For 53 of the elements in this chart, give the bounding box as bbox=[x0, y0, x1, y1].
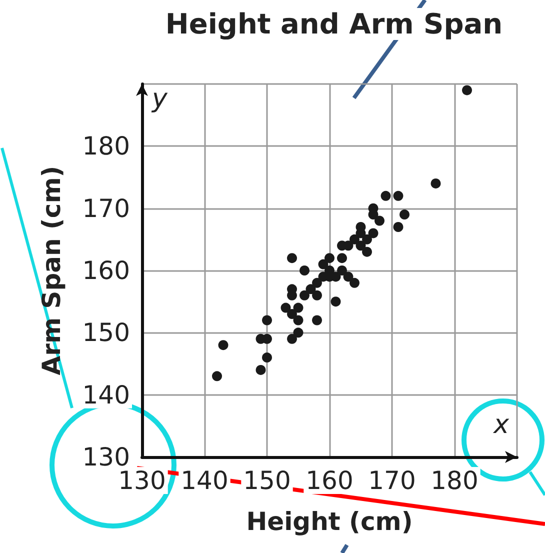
y-tick-label: 140 bbox=[82, 380, 130, 410]
y-axis-title: Arm Span (cm) bbox=[37, 166, 66, 376]
point bbox=[293, 315, 304, 326]
point bbox=[218, 340, 228, 350]
x-axis-title: Height (cm) bbox=[246, 507, 413, 536]
point bbox=[262, 315, 272, 326]
y-tick-label: 170 bbox=[82, 194, 130, 223]
x-tick-label: 170 bbox=[368, 466, 416, 495]
x-tick-label: 140 bbox=[180, 466, 228, 495]
point bbox=[300, 266, 310, 276]
point bbox=[312, 315, 322, 326]
point bbox=[343, 272, 354, 282]
point bbox=[374, 216, 384, 226]
point bbox=[287, 334, 297, 344]
point bbox=[337, 253, 347, 264]
point bbox=[256, 364, 266, 375]
point bbox=[287, 253, 297, 264]
point bbox=[212, 371, 222, 382]
x-tick-label: 130 bbox=[118, 466, 166, 495]
point bbox=[300, 290, 310, 300]
point bbox=[262, 334, 272, 344]
x-tick-label: 160 bbox=[306, 466, 354, 495]
point bbox=[362, 246, 372, 257]
point bbox=[312, 278, 322, 288]
point bbox=[462, 85, 472, 96]
point bbox=[293, 302, 304, 313]
point bbox=[362, 234, 372, 244]
point bbox=[293, 328, 304, 338]
point bbox=[324, 253, 334, 264]
point bbox=[430, 178, 441, 188]
point bbox=[350, 278, 360, 288]
point bbox=[287, 309, 297, 320]
y-tick-label: 150 bbox=[82, 318, 130, 348]
point bbox=[380, 190, 391, 201]
x-tick-label: 150 bbox=[243, 466, 291, 495]
annotation: y bbox=[151, 84, 168, 114]
point bbox=[356, 222, 366, 232]
point bbox=[330, 296, 341, 307]
point bbox=[262, 352, 272, 363]
point bbox=[400, 210, 410, 220]
annotation: x bbox=[492, 410, 510, 440]
point bbox=[280, 302, 291, 313]
point bbox=[312, 290, 322, 300]
point bbox=[350, 234, 360, 244]
x-tick-label: 180 bbox=[430, 466, 478, 495]
point bbox=[368, 210, 378, 220]
point bbox=[337, 266, 347, 276]
point bbox=[368, 228, 378, 238]
point bbox=[393, 222, 404, 232]
chart-title: Height and Arm Span bbox=[165, 8, 503, 40]
point bbox=[393, 190, 404, 201]
y-tick-label: 180 bbox=[82, 132, 130, 161]
y-tick-label: 160 bbox=[82, 256, 130, 285]
